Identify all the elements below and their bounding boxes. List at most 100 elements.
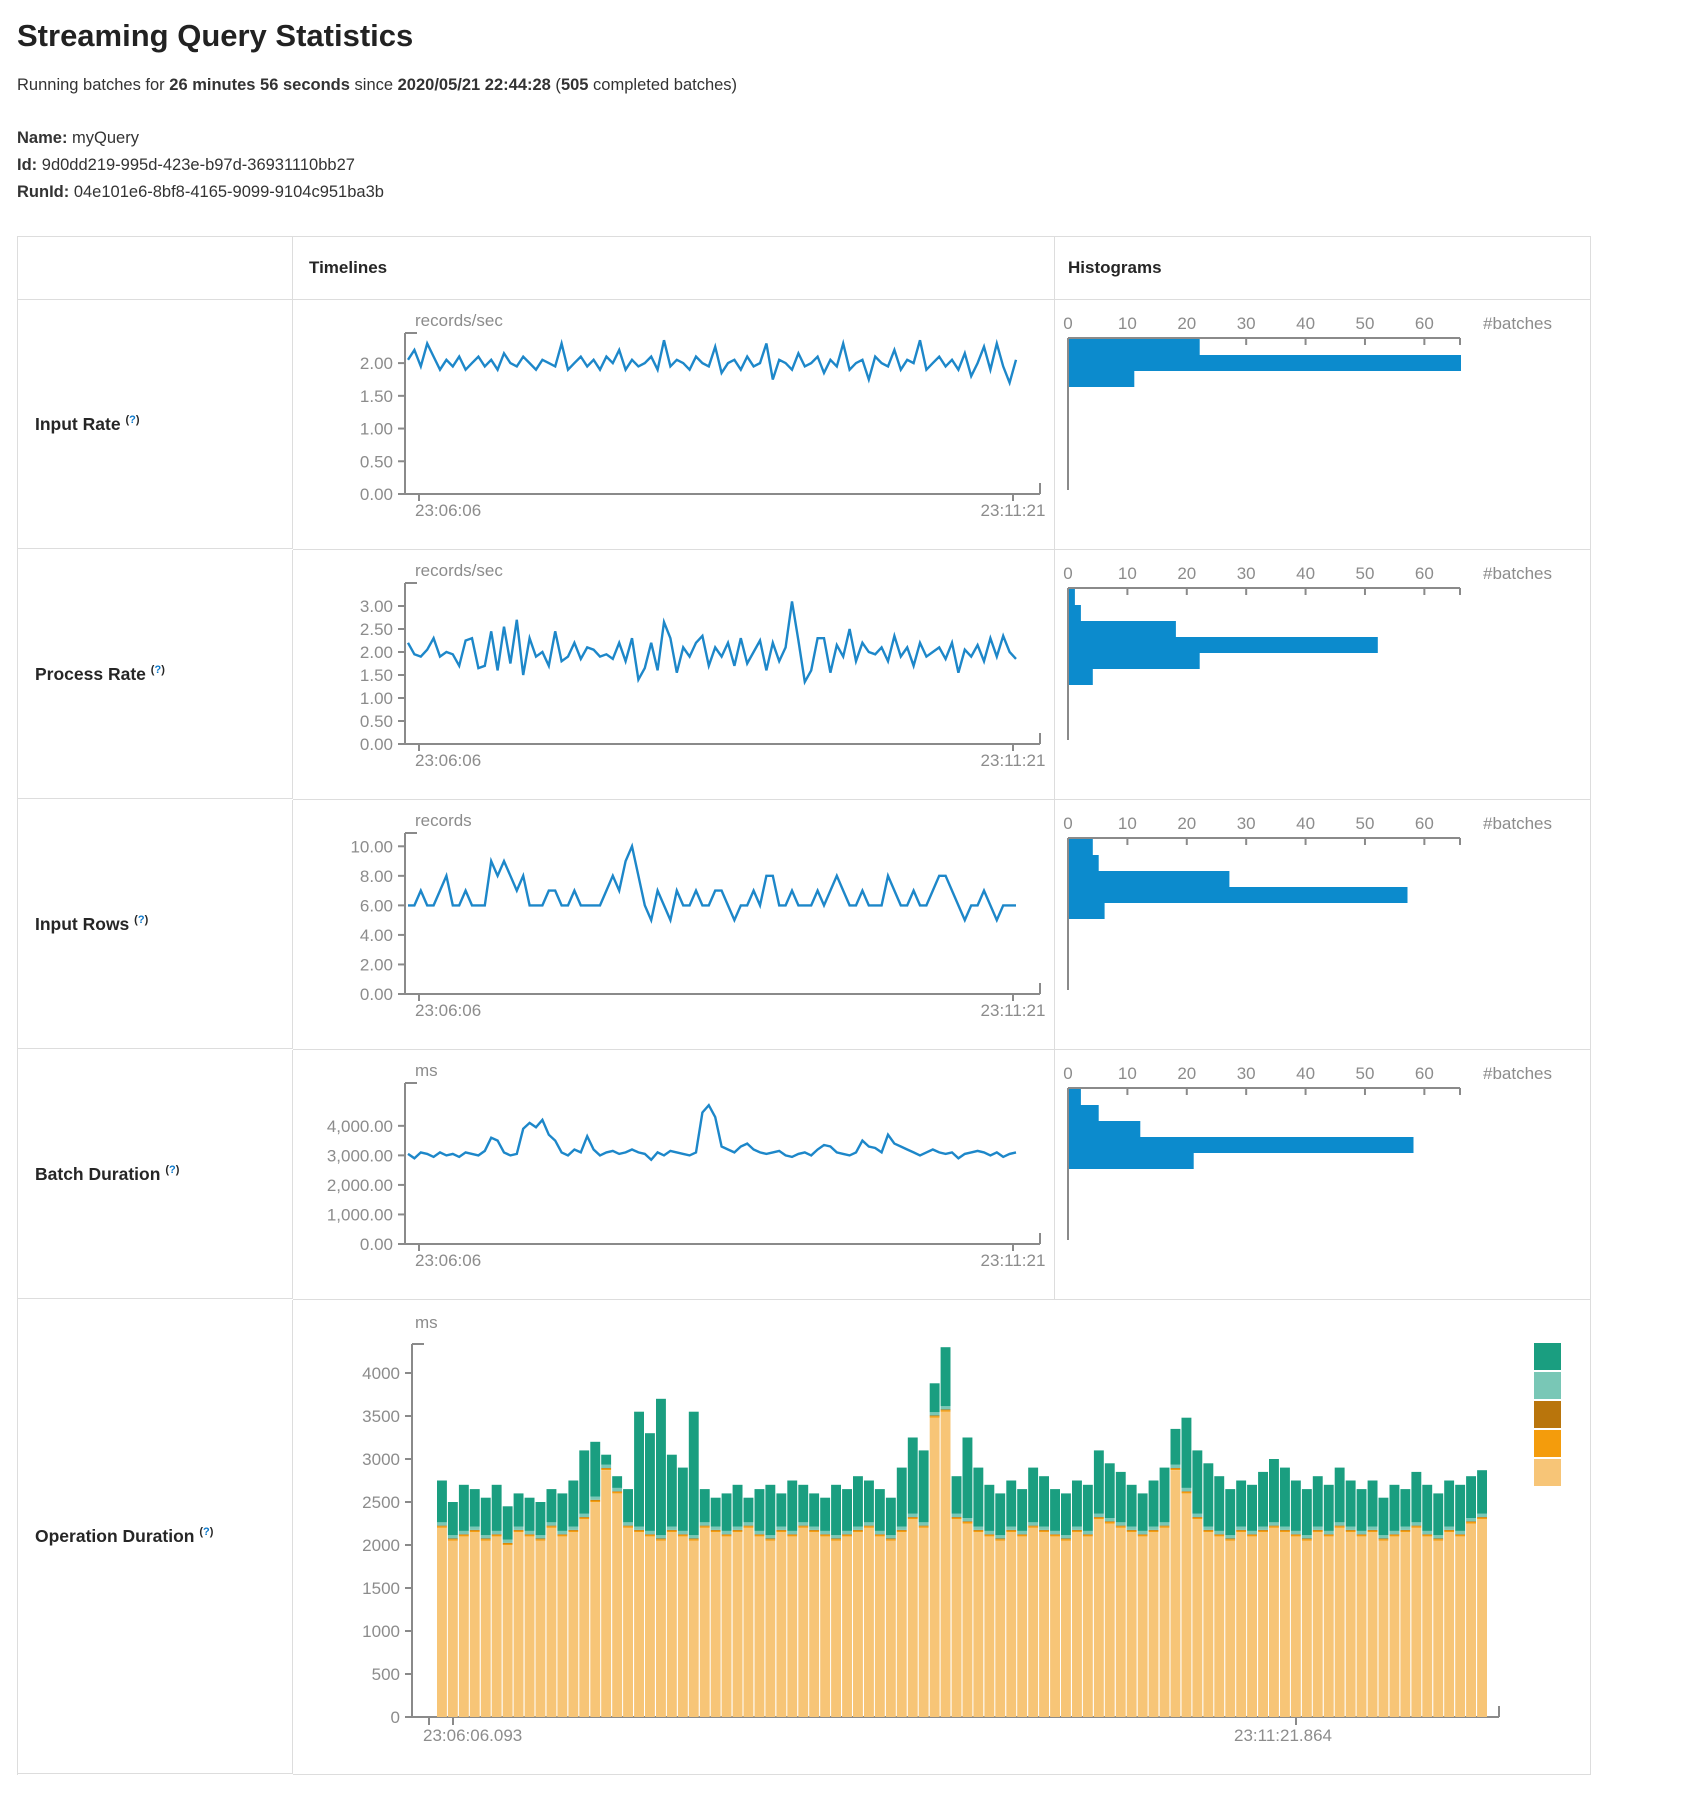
svg-text:30: 30 xyxy=(1237,814,1256,833)
input-rows-histogram-chart: 0 10 20 30 40 50 60 #batches xyxy=(1055,800,1591,1050)
svg-text:60: 60 xyxy=(1415,314,1434,333)
svg-text:23:06:06: 23:06:06 xyxy=(415,1001,481,1020)
svg-text:2.00: 2.00 xyxy=(360,643,393,662)
svg-text:60: 60 xyxy=(1415,1064,1434,1083)
operation-duration-stacked-chart: ms 0 500 1000 1500 2000 2500 3000 3500 4000 23:06:… xyxy=(293,1300,1591,1775)
histogram-svg: 0 10 20 30 40 50 60 #batches xyxy=(1063,814,1552,990)
process-rate-timeline-chart: records/sec 0.00 0.50 1.00 1.50 2.00 2.50 3.00 2… xyxy=(293,550,1055,800)
header-empty-cell xyxy=(18,237,293,300)
svg-text:23:06:06.093: 23:06:06.093 xyxy=(423,1726,522,1745)
svg-text:23:06:06: 23:06:06 xyxy=(415,751,481,770)
svg-text:records: records xyxy=(415,811,472,830)
svg-text:500: 500 xyxy=(372,1665,400,1684)
legend-swatch xyxy=(1534,1430,1561,1457)
input-rate-help-link[interactable]: (?) xyxy=(125,413,140,426)
svg-text:2,000.00: 2,000.00 xyxy=(327,1176,393,1195)
svg-text:0: 0 xyxy=(1063,314,1072,333)
svg-text:8.00: 8.00 xyxy=(360,867,393,886)
query-runid-line: RunId: 04e101e6-8bf8-4165-9099-9104c951b… xyxy=(17,179,1693,206)
svg-text:23:06:06: 23:06:06 xyxy=(415,1251,481,1270)
svg-text:50: 50 xyxy=(1356,564,1375,583)
statistics-table: Timelines Histograms Input Rate (?) reco… xyxy=(17,236,1591,1775)
svg-text:0: 0 xyxy=(1063,564,1072,583)
svg-text:60: 60 xyxy=(1415,564,1434,583)
svg-text:#batches: #batches xyxy=(1483,314,1552,333)
svg-text:1.50: 1.50 xyxy=(360,387,393,406)
process-rate-help-link[interactable]: (?) xyxy=(150,663,165,676)
start-timestamp: 2020/05/21 22:44:28 xyxy=(397,76,551,94)
process-rate-histogram-chart: 0 10 20 30 40 50 60 #batches xyxy=(1055,550,1591,800)
svg-text:2.00: 2.00 xyxy=(360,354,393,373)
svg-text:40: 40 xyxy=(1296,564,1315,583)
id-label: Id: xyxy=(17,156,38,174)
timeline-svg: records 0.00 2.00 4.00 6.00 8.00 10.00 23:06:06… xyxy=(350,811,1046,1020)
svg-text:23:11:21.864: 23:11:21.864 xyxy=(1234,1726,1332,1745)
svg-text:10: 10 xyxy=(1118,314,1137,333)
query-id-line: Id: 9d0dd219-995d-423e-b97d-36931110bb27 xyxy=(17,152,1693,179)
timeline-svg: records/sec 0.00 0.50 1.00 1.50 2.00 23:06:06 2… xyxy=(360,311,1046,520)
svg-text:50: 50 xyxy=(1356,814,1375,833)
legend-swatch xyxy=(1534,1459,1561,1486)
query-name: myQuery xyxy=(72,129,139,147)
svg-text:23:11:21: 23:11:21 xyxy=(981,1001,1046,1020)
input-rows-help-link[interactable]: (?) xyxy=(134,913,149,926)
svg-text:30: 30 xyxy=(1237,1064,1256,1083)
svg-text:records/sec: records/sec xyxy=(415,561,503,580)
svg-text:4,000.00: 4,000.00 xyxy=(327,1117,393,1136)
row-label-batch-duration: Batch Duration (?) xyxy=(18,1050,293,1299)
timeline-svg: records/sec 0.00 0.50 1.00 1.50 2.00 2.50 3.00 2… xyxy=(360,561,1046,770)
svg-text:3.00: 3.00 xyxy=(360,597,393,616)
row-label-process-rate: Process Rate (?) xyxy=(18,550,293,799)
svg-text:0.00: 0.00 xyxy=(360,985,393,1004)
svg-text:2500: 2500 xyxy=(362,1493,400,1512)
name-label: Name: xyxy=(17,129,68,147)
row-label-input-rows: Input Rows (?) xyxy=(18,800,293,1049)
question-mark-icon: ? xyxy=(168,1163,176,1176)
svg-text:60: 60 xyxy=(1415,814,1434,833)
svg-text:#batches: #batches xyxy=(1483,564,1552,583)
svg-text:0: 0 xyxy=(391,1708,400,1727)
question-mark-icon: ? xyxy=(137,913,145,926)
svg-text:20: 20 xyxy=(1177,814,1196,833)
histogram-svg: 0 10 20 30 40 50 60 #batches xyxy=(1063,564,1552,740)
svg-text:20: 20 xyxy=(1177,564,1196,583)
legend-swatch xyxy=(1534,1343,1561,1370)
svg-text:20: 20 xyxy=(1177,1064,1196,1083)
batch-duration-help-link[interactable]: (?) xyxy=(165,1163,180,1176)
svg-text:4.00: 4.00 xyxy=(360,926,393,945)
summary-prefix: Running batches for xyxy=(17,76,170,94)
svg-text:0.50: 0.50 xyxy=(360,712,393,731)
question-mark-icon: ? xyxy=(203,1526,210,1539)
svg-text:1000: 1000 xyxy=(362,1622,400,1641)
histogram-svg: 0 10 20 30 40 50 60 #batches xyxy=(1063,1064,1552,1240)
svg-text:3000: 3000 xyxy=(362,1450,400,1469)
svg-text:50: 50 xyxy=(1356,314,1375,333)
svg-text:40: 40 xyxy=(1296,1064,1315,1083)
svg-text:1.00: 1.00 xyxy=(360,420,393,439)
svg-text:ms: ms xyxy=(415,1313,438,1332)
svg-text:1,000.00: 1,000.00 xyxy=(327,1205,393,1224)
svg-text:3500: 3500 xyxy=(362,1407,400,1426)
svg-text:30: 30 xyxy=(1237,564,1256,583)
operation-duration-label: Operation Duration xyxy=(35,1526,195,1546)
svg-text:2000: 2000 xyxy=(362,1536,400,1555)
running-duration: 26 minutes 56 seconds xyxy=(169,76,350,94)
svg-text:1.50: 1.50 xyxy=(360,666,393,685)
question-mark-icon: ? xyxy=(154,663,162,676)
svg-text:10.00: 10.00 xyxy=(350,837,393,856)
runid-label: RunId: xyxy=(17,183,70,201)
svg-text:23:11:21: 23:11:21 xyxy=(981,501,1046,520)
svg-text:0.50: 0.50 xyxy=(360,452,393,471)
svg-text:records/sec: records/sec xyxy=(415,311,503,330)
header-timelines: Timelines xyxy=(293,237,1055,300)
svg-text:50: 50 xyxy=(1356,1064,1375,1083)
legend-swatch xyxy=(1534,1401,1561,1428)
svg-text:6.00: 6.00 xyxy=(360,896,393,915)
page-title: Streaming Query Statistics xyxy=(17,18,414,53)
header-histograms: Histograms xyxy=(1055,237,1591,300)
summary-suffix: completed batches) xyxy=(588,76,738,94)
operation-duration-help-link[interactable]: (?) xyxy=(199,1526,214,1539)
input-rate-label: Input Rate xyxy=(35,413,121,434)
svg-text:10: 10 xyxy=(1118,1064,1137,1083)
